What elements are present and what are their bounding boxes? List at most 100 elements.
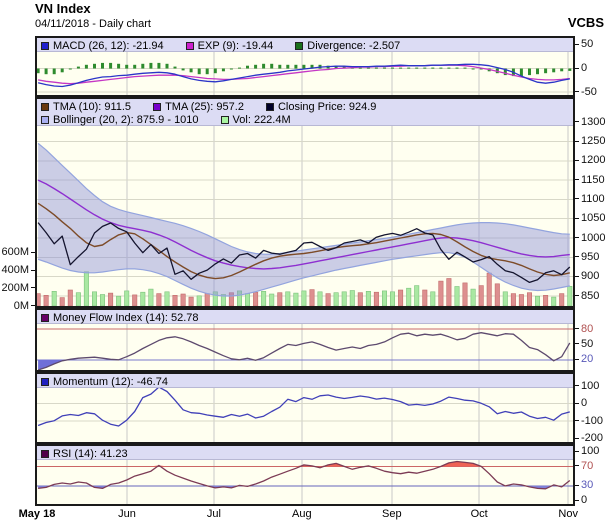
legend-item: RSI (14): 41.23	[41, 448, 128, 461]
volume-axis-labels: 600M 400M 200M 0M	[0, 0, 35, 532]
tick-mark	[575, 67, 579, 69]
tick-mark	[31, 269, 35, 271]
legend-row: Momentum (12): -46.74	[41, 374, 569, 389]
panel-price: TMA (10): 911.5 TMA (25): 957.2 Closing Pr…	[35, 97, 575, 308]
plot-momentum	[37, 388, 573, 442]
y-axis-tick-label: 1200	[575, 154, 605, 167]
legend-label: RSI (14): 41.23	[53, 448, 128, 460]
y-axis-tick-label: 50	[575, 38, 593, 51]
volume-axis-tick-label: 200M	[0, 282, 35, 295]
legend-row: Bollinger (20, 2): 875.9 - 1010 Vol: 222.…	[41, 112, 569, 126]
panel-money-flow-index: Money Flow Index (14): 52.78	[35, 308, 575, 372]
tick-mark	[575, 328, 579, 330]
tick-mark	[575, 179, 579, 181]
tick-mark	[575, 402, 579, 404]
y-axis-labels: 50 0 -50 1300 1250 1200 1150 1100 1050 1000 950 900…	[575, 0, 611, 532]
tick-mark	[575, 91, 579, 93]
y-axis-tick-label: 1150	[575, 174, 605, 187]
legend-row: TMA (10): 911.5 TMA (25): 957.2 Closing Pr…	[41, 99, 569, 114]
tick-mark	[575, 358, 579, 360]
legend-label: Bollinger (20, 2): 875.9 - 1010	[53, 114, 199, 126]
legend-rsi: RSI (14): 41.23	[37, 446, 573, 460]
y-axis-tick-label: 0	[575, 62, 587, 75]
volume-axis-tick-label: 0M	[0, 300, 35, 313]
legend-swatch-icon	[153, 103, 162, 111]
legend-label: Vol: 222.4M	[232, 114, 291, 126]
page-title: VN Index	[35, 1, 91, 16]
x-axis-tick-label: Nov	[558, 508, 578, 520]
legend-item: TMA (10): 911.5	[41, 101, 131, 114]
tick-mark	[575, 420, 579, 422]
legend-swatch-icon	[295, 42, 304, 50]
plot-svg-mom	[37, 388, 573, 442]
y-axis-tick-label: 80	[575, 323, 593, 336]
legend-item: Momentum (12): -46.74	[41, 376, 168, 389]
x-axis-tick-label: Sep	[382, 508, 402, 520]
y-axis-tick-label: 0	[575, 494, 587, 507]
panel-macd: MACD (26, 12): -21.94 EXP (9): -19.44 Dive…	[35, 36, 575, 97]
legend-item: Money Flow Index (14): 52.78	[41, 312, 199, 325]
x-axis-tick-label: Aug	[291, 508, 312, 520]
tick-mark	[575, 499, 579, 501]
plot-macd	[37, 52, 573, 95]
plot-svg-main	[37, 126, 573, 306]
volume-axis-tick-label: 400M	[0, 264, 35, 277]
y-axis-tick-label: 1300	[575, 116, 605, 129]
chart-subtitle: 04/11/2018 - Daily chart	[35, 18, 151, 30]
y-axis-tick-label: -200	[575, 432, 603, 445]
y-axis-tick-label: -100	[575, 415, 603, 428]
tick-mark	[575, 385, 579, 387]
tick-mark	[575, 159, 579, 161]
y-axis-tick-label: 1000	[575, 232, 605, 245]
legend-row: Money Flow Index (14): 52.78	[41, 310, 569, 325]
legend-label: MACD (26, 12): -21.94	[53, 40, 164, 52]
legend-swatch-icon	[220, 116, 229, 124]
legend-label: Divergence: -2.507	[307, 40, 401, 52]
panel-rsi: RSI (14): 41.23	[35, 444, 575, 506]
x-axis-labels: May 18 Jun Jul Aug Sep Oct Nov	[19, 508, 578, 526]
legend-label: Momentum (12): -46.74	[53, 376, 168, 388]
legend-momentum: Momentum (12): -46.74	[37, 374, 573, 388]
tick-mark	[575, 450, 579, 452]
y-axis-tick-label: 20	[575, 353, 593, 366]
y-axis-tick-label: 1050	[575, 212, 605, 225]
y-axis-tick-label: 100	[575, 445, 599, 458]
legend-swatch-icon	[41, 378, 49, 386]
legend-row: RSI (14): 41.23	[41, 446, 569, 461]
tick-mark	[575, 484, 579, 486]
y-axis-tick-label: 30	[575, 479, 593, 492]
legend-swatch-icon	[41, 103, 49, 111]
plot-rsi	[37, 460, 573, 504]
plot-svg-rsi	[37, 460, 573, 504]
tick-mark	[575, 198, 579, 200]
plot-price	[37, 126, 573, 306]
legend-label: Money Flow Index (14): 52.78	[53, 312, 199, 324]
legend-label: EXP (9): -19.44	[197, 40, 274, 52]
tick-mark	[575, 217, 579, 219]
y-axis-tick-label: 1100	[575, 193, 605, 206]
legend-label: Closing Price: 924.9	[277, 101, 377, 113]
x-axis-tick-label: Jul	[206, 508, 221, 520]
legend-money-flow-index: Money Flow Index (14): 52.78	[37, 310, 573, 324]
x-axis-tick-label: Oct	[470, 508, 488, 520]
y-axis-tick-label: 0	[575, 397, 587, 410]
legend-macd: MACD (26, 12): -21.94 EXP (9): -19.44 Dive…	[37, 38, 573, 52]
tick-mark	[575, 343, 579, 345]
legend-label: TMA (25): 957.2	[165, 101, 244, 113]
y-axis-tick-label: 50	[575, 338, 593, 351]
legend-price: TMA (10): 911.5 TMA (25): 957.2 Closing Pr…	[37, 99, 573, 126]
tick-mark	[575, 121, 579, 123]
tick-mark	[31, 251, 35, 253]
legend-item: TMA (25): 957.2	[153, 101, 244, 114]
panel-momentum: Momentum (12): -46.74	[35, 372, 575, 444]
y-axis-tick-label: 850	[575, 290, 599, 303]
legend-swatch-icon	[185, 42, 194, 50]
y-axis-tick-label: 950	[575, 251, 599, 264]
tick-mark	[575, 465, 579, 467]
tick-mark	[575, 43, 579, 45]
legend-swatch-icon	[41, 42, 49, 50]
plot-svg-mfi	[37, 324, 573, 370]
plot-svg-macd	[37, 52, 573, 95]
tick-mark	[575, 140, 579, 142]
